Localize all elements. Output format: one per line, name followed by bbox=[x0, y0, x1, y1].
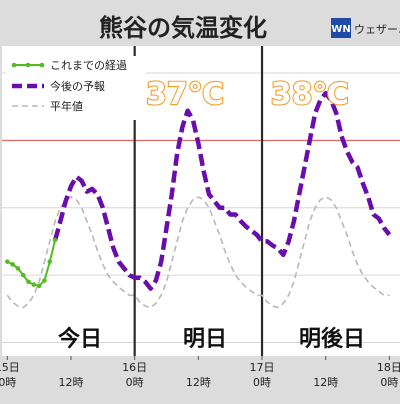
legend-label-forecast: 今後の予報 bbox=[50, 79, 105, 93]
observed-point bbox=[20, 272, 26, 278]
series-line-observed bbox=[6, 239, 57, 287]
legend-swatch-observed-dot bbox=[39, 62, 45, 68]
brand-name: ウェザーニュース bbox=[354, 23, 400, 36]
peak-callouts: 37℃ 38℃ bbox=[145, 76, 350, 113]
x-tick-time: 12時 bbox=[313, 376, 338, 389]
x-tick-date: 15日 bbox=[0, 361, 20, 374]
observed-point bbox=[10, 262, 15, 267]
legend-swatch-observed-dot bbox=[25, 62, 31, 68]
x-tick-time: 0時 bbox=[0, 376, 16, 389]
brand-logo-icon bbox=[331, 18, 351, 38]
observed-point bbox=[52, 237, 58, 243]
legend-label-observed: これまでの経過 bbox=[50, 59, 127, 72]
x-tick-time: 0時 bbox=[126, 376, 144, 389]
x-tick-date: 17日 bbox=[250, 361, 275, 374]
peak-callout: 37℃ bbox=[146, 77, 224, 112]
observed-point bbox=[15, 266, 21, 271]
series-line-forecast bbox=[52, 90, 392, 291]
observed-point bbox=[31, 282, 37, 287]
x-tick-date: 18日 bbox=[377, 361, 400, 374]
day-label-today: 今日 bbox=[58, 326, 102, 352]
chart-title: 熊谷の気温変化 bbox=[99, 14, 267, 42]
x-tick-time: 12時 bbox=[58, 376, 83, 389]
series-layer bbox=[5, 90, 392, 309]
legend-label-normal: 平年値 bbox=[50, 99, 83, 113]
x-axis: 15日 0時 12時 16日 0時 12時 17日 0時 12時 18日 0時 bbox=[0, 356, 400, 389]
observed-point bbox=[47, 259, 53, 264]
brand-logo-mark: WN bbox=[331, 24, 350, 35]
x-tick-time: 0時 bbox=[253, 376, 271, 389]
observed-point bbox=[5, 259, 10, 264]
x-tick-time: 12時 bbox=[186, 376, 211, 389]
observed-point bbox=[42, 278, 47, 283]
legend: これまでの経過 今後の予報 平年値 bbox=[6, 56, 146, 120]
series-line-normal bbox=[6, 196, 390, 309]
day-label-tomorrow: 明日 bbox=[183, 327, 227, 352]
observed-point bbox=[26, 279, 31, 285]
observed-point bbox=[36, 283, 42, 289]
legend-swatch-observed-dot bbox=[11, 62, 17, 68]
day-label-day-after: 明後日 bbox=[299, 326, 365, 352]
peak-callout: 38℃ bbox=[271, 77, 349, 112]
x-tick-time: 0時 bbox=[380, 376, 398, 389]
x-tick-date: 16日 bbox=[122, 361, 147, 374]
brand-logo: WN ウェザーニュース bbox=[331, 18, 400, 38]
